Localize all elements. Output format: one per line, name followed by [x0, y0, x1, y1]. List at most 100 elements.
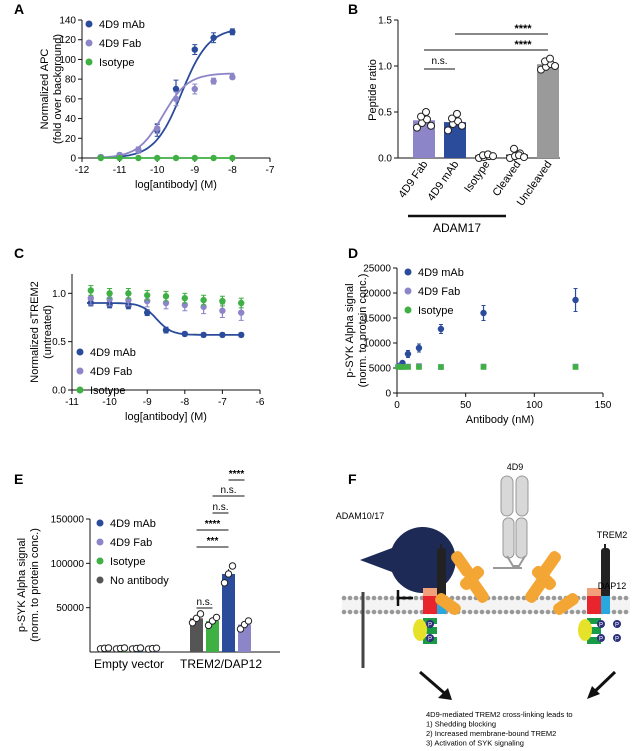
dap12-extracellular	[423, 588, 437, 596]
caption-line: 1) Shedding blocking	[426, 720, 496, 729]
legend-label: 4D9 mAb	[90, 347, 136, 359]
fit-curve	[96, 72, 235, 159]
lipid-head	[377, 595, 383, 601]
data-point	[415, 344, 423, 352]
phospho-label: P	[615, 637, 619, 643]
panel-c-line-chart: -11 -10 -9 -8 -7 -6 0.0 0.5 1.0 log[antibody] (M)…	[29, 274, 265, 423]
x-tick-label: -9	[190, 165, 199, 176]
phospho-label: P	[428, 637, 432, 643]
lipid-head	[347, 609, 353, 615]
data-point	[191, 154, 198, 162]
data-point	[191, 85, 198, 93]
data-point	[399, 364, 406, 370]
y-tick-label: 0	[385, 389, 391, 400]
lipid-head	[581, 595, 587, 601]
data-point	[219, 297, 226, 305]
data-point	[144, 297, 151, 305]
lipid-head	[539, 609, 545, 615]
panel-f-diagram: ADAM10/17 TREM2 DAP12 P P P P P P 4D9 4D9-mediated…	[336, 462, 630, 748]
itam-stripe	[585, 634, 603, 637]
legend-marker	[96, 576, 104, 584]
data-point	[395, 364, 402, 370]
data-point	[236, 625, 245, 633]
legend-marker	[85, 20, 93, 28]
data-point	[204, 621, 213, 630]
legend-marker	[96, 538, 104, 546]
phospho-label: P	[615, 623, 619, 629]
itam-stripe	[585, 624, 603, 627]
data-point	[228, 562, 237, 570]
y-axis-title-line: p-SYK Alpha signal	[16, 538, 28, 632]
adam-label: ADAM10/17	[336, 511, 385, 521]
phospho-icon	[613, 634, 621, 642]
y-axis-title-line: (norm. to protein conc.)	[357, 274, 369, 388]
x-tick-label: -8	[228, 165, 237, 176]
data-point	[220, 579, 229, 587]
data-point	[572, 364, 579, 370]
lipid-head	[545, 595, 551, 601]
data-point	[120, 644, 129, 652]
lipid-head	[413, 609, 419, 615]
lipid-head	[341, 609, 347, 615]
lipid-head	[509, 609, 515, 615]
legend-marker	[76, 367, 84, 375]
dap12-extracellular	[587, 588, 601, 596]
panel-letter: A	[14, 1, 24, 17]
panel-labels: A B C D E F	[14, 1, 358, 487]
y-axis-title-line: p-SYK Alpha signal	[344, 283, 356, 377]
legend-label: 4D9 mAb	[418, 267, 464, 279]
y-axis-title-line: Peptide ratio	[367, 59, 379, 121]
y-tick-label: 60	[65, 94, 77, 105]
data-point	[510, 144, 518, 153]
lipid-head	[623, 595, 629, 601]
dap12-tm	[587, 596, 594, 614]
trem2-transmembrane	[601, 596, 610, 614]
y-tick-label: 100	[59, 55, 76, 66]
data-point	[154, 154, 161, 162]
data-point	[152, 644, 161, 652]
y-tick-label: 1.0	[378, 62, 392, 73]
y-tick-label: 1.0	[52, 289, 66, 300]
x-tick-label: 50	[460, 400, 472, 411]
data-point	[444, 126, 452, 135]
lipid-head	[611, 595, 617, 601]
data-point	[413, 123, 421, 132]
data-point	[154, 125, 161, 132]
arrow-head	[587, 686, 600, 699]
data-point	[480, 364, 487, 370]
antibody-label: 4D9	[507, 462, 524, 472]
data-point	[224, 570, 233, 578]
lipid-head	[383, 609, 389, 615]
panel-d-scatter-chart: 0 50 100 150 0 5000 10000 15000 20000 25000 Antibo…	[344, 264, 612, 427]
x-tick-label: Cleaved	[490, 159, 523, 199]
data-point	[229, 154, 236, 162]
lipid-head	[485, 609, 491, 615]
x-tick-label: -8	[180, 397, 189, 408]
dap12-tm	[594, 596, 601, 614]
lipid-head	[377, 609, 383, 615]
bar	[222, 573, 235, 652]
data-point	[404, 350, 412, 358]
x-tick-label: -7	[218, 397, 227, 408]
data-point	[210, 154, 217, 162]
legend-label: Isotype	[418, 305, 453, 317]
dap12-tail	[594, 618, 601, 644]
x-tick-label: 4D9 mAb	[425, 159, 461, 203]
legend-label: No antibody	[110, 575, 169, 587]
dap12-tm	[430, 596, 437, 614]
legend-label: 4D9 Fab	[418, 286, 460, 298]
data-point	[437, 325, 445, 333]
legend-marker	[76, 386, 84, 394]
data-point	[136, 644, 145, 652]
phospho-label: P	[428, 623, 432, 629]
data-point	[116, 154, 123, 162]
lipid-head	[353, 595, 359, 601]
x-tick-label: Isotype	[462, 159, 492, 195]
x-tick-label: -9	[143, 397, 152, 408]
data-point	[188, 619, 197, 627]
data-point	[453, 109, 461, 118]
trem2-label: TREM2	[597, 530, 628, 540]
panel-letter: D	[348, 245, 358, 261]
y-tick-label: 20000	[363, 289, 391, 300]
